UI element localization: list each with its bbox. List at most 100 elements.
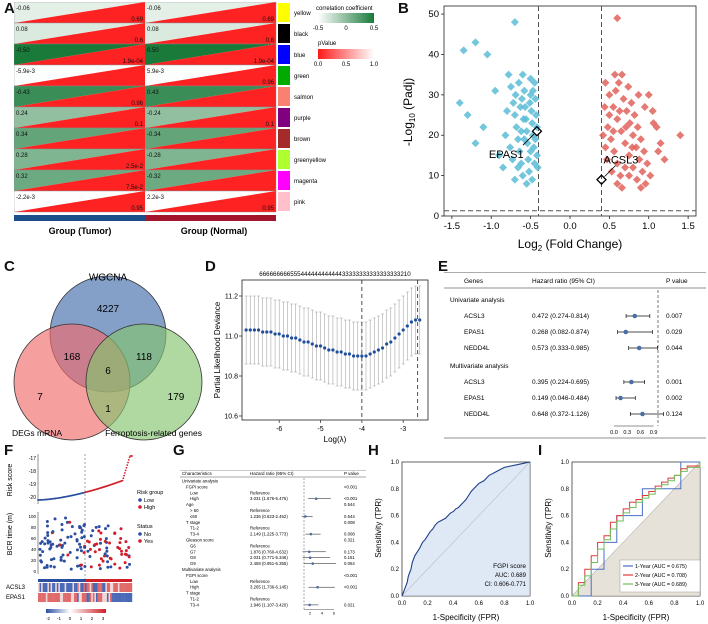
lasso-point xyxy=(318,344,323,348)
bcr-point xyxy=(89,534,93,538)
lasso-point xyxy=(335,350,339,354)
bcr-point xyxy=(62,559,66,563)
bcr-point xyxy=(39,541,43,545)
roc-xtick-label: 1.0 xyxy=(526,601,535,607)
bcr-point xyxy=(43,566,47,570)
bcr-point xyxy=(97,548,101,552)
heat-cell xyxy=(86,583,89,592)
lasso-ytick-label: 10.6 xyxy=(224,414,238,421)
heat-cell xyxy=(83,593,86,602)
heat-cell xyxy=(75,583,78,592)
bcr-point xyxy=(41,550,45,554)
roc-ytick-label: 0.4 xyxy=(391,540,400,546)
lasso-point xyxy=(339,350,343,354)
heatmap-p-triangle xyxy=(145,2,276,23)
roc-ytick-label: 0.4 xyxy=(561,540,570,546)
volcano-point-down xyxy=(463,111,472,120)
heat-cell xyxy=(103,583,106,592)
bcr-point xyxy=(49,564,53,568)
g-p: 0.173 xyxy=(344,549,355,554)
heat-cell xyxy=(97,593,100,602)
heat-cell xyxy=(88,593,90,602)
lasso-ytick-label: 11.0 xyxy=(225,334,238,341)
heat-cell xyxy=(95,583,98,592)
venn-count-degs-only: 7 xyxy=(37,392,43,403)
heat-cell xyxy=(102,583,104,592)
volcano-point-down xyxy=(491,86,500,95)
volcano-point-up xyxy=(599,131,608,140)
heatmap-corr-value: -2.2e-3 xyxy=(16,195,36,201)
volcano-point-down xyxy=(471,38,480,47)
volcano-point-down xyxy=(521,102,530,111)
g-axis-tick: 2 xyxy=(309,610,312,615)
roc-h-area xyxy=(402,462,530,596)
heatmap-corr-value: -0.50 xyxy=(16,48,30,54)
p-tick-2: 1.0 xyxy=(370,62,379,68)
heat-cell xyxy=(130,583,133,592)
heat-cell xyxy=(63,593,65,602)
lasso-point xyxy=(298,338,302,342)
bcr-point xyxy=(98,537,102,541)
volcano-point-down xyxy=(518,171,527,180)
heatmap-p-value: 0.96 xyxy=(131,101,143,107)
heat-cell xyxy=(125,593,128,602)
heatmap-corr-value: 0.08 xyxy=(16,27,28,33)
e-axis-tick: 0.9 xyxy=(650,430,658,436)
volcano-ytick-label: 20 xyxy=(428,130,439,141)
bcr-point xyxy=(124,540,128,544)
heat-cell xyxy=(61,593,64,602)
roc-ytick-label: 0.6 xyxy=(391,514,400,520)
lasso-xtick-label: -3 xyxy=(400,426,406,433)
volcano-plot: -1.5 -1.0 -0.5 0.0 0.5 1.0 1.5 0 10 20 30 40 50 EPAS… xyxy=(401,5,697,253)
roc-xtick-label: 0.2 xyxy=(593,601,602,607)
volcano-point-down xyxy=(503,107,511,115)
volcano-point-down xyxy=(519,115,528,124)
bcr-point xyxy=(125,565,129,569)
bcr-point xyxy=(45,565,49,569)
g-char: Low xyxy=(190,490,199,495)
bcr-point xyxy=(128,562,132,566)
venn-count-ferro-only: 179 xyxy=(168,392,185,403)
bcr-point xyxy=(75,539,79,543)
bcr-point xyxy=(66,535,70,539)
lasso-point xyxy=(418,318,422,322)
heat-cell xyxy=(130,593,133,602)
heatmap-corr-value: 0.32 xyxy=(16,174,28,180)
bcr-point xyxy=(94,525,98,529)
lasso-point xyxy=(261,330,265,334)
roc-i-xlabel: 1-Specificity (FPR) xyxy=(603,613,670,622)
heat-cell xyxy=(50,593,53,602)
heatmap-p-triangle xyxy=(14,191,145,212)
g-char: T stage xyxy=(186,591,201,596)
volcano-xtick-label: 0.5 xyxy=(603,221,616,232)
g-hr: 3.031 (1.676-5.476) xyxy=(250,496,288,501)
e-section-title: Multivariate analysis xyxy=(450,363,509,370)
bcr-point xyxy=(58,543,62,547)
volcano-point-down xyxy=(532,151,541,160)
heat-cell xyxy=(64,583,67,592)
volcano-point-down xyxy=(512,123,521,132)
e-axis-tick: 0.0 xyxy=(610,430,618,436)
bcr-point xyxy=(106,565,110,569)
heat-cell xyxy=(111,583,114,592)
e-gene: ACSL3 xyxy=(464,379,485,386)
heatmap-p-value: 2.5e-2 xyxy=(126,164,144,170)
lasso-point xyxy=(294,336,298,340)
volcano-point-down xyxy=(495,151,504,160)
heatmap-p-triangle xyxy=(14,170,145,191)
module-swatch xyxy=(278,3,290,22)
status-legend-no: No xyxy=(144,532,151,538)
volcano-point-down xyxy=(531,135,540,144)
g-hr: 1.236 (0.623-2.452) xyxy=(250,514,288,519)
module-swatch xyxy=(278,129,290,148)
e-hr: 0.472 (0.274-0.814) xyxy=(532,313,589,320)
heat-cell xyxy=(48,583,51,592)
roc-h-xlabel: 1-Specificity (FPR) xyxy=(433,613,500,622)
heat-cell xyxy=(103,593,106,602)
venn-count-wgcna-ferro: 118 xyxy=(136,352,152,363)
volcano-point-up xyxy=(624,82,633,91)
volcano-xtick-label: -1.0 xyxy=(483,221,499,232)
module-swatch xyxy=(278,150,290,169)
roc-ytick-label: 0.0 xyxy=(391,594,400,600)
g-p: <0.001 xyxy=(344,573,358,578)
